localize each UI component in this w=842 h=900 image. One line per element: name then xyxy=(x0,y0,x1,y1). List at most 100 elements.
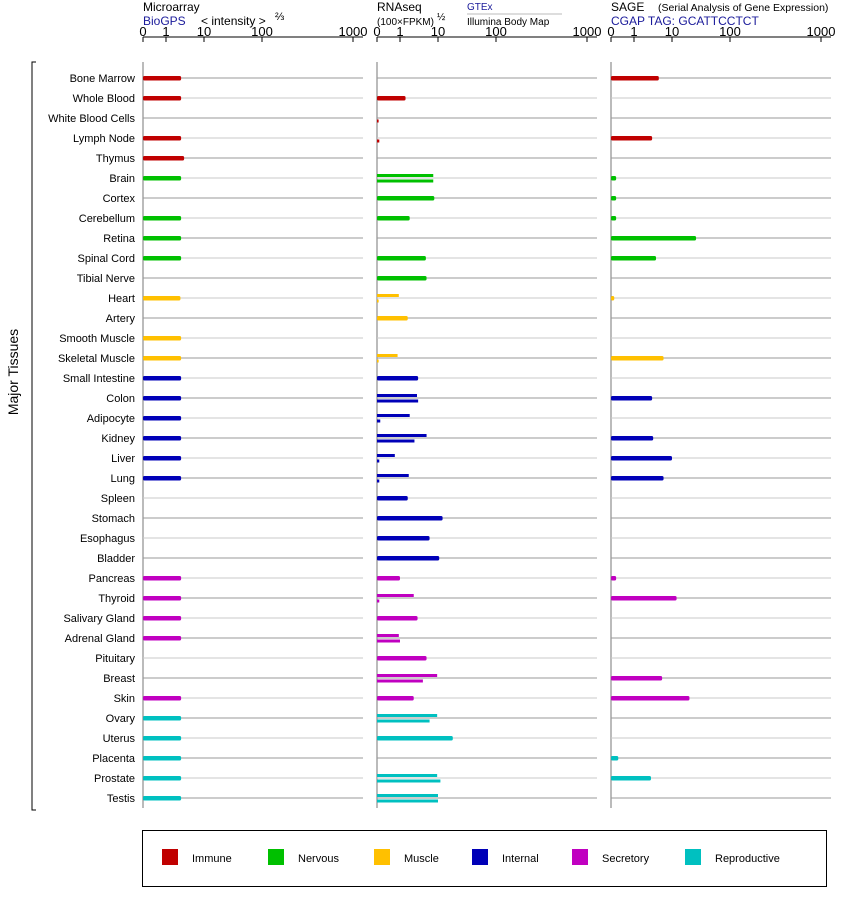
bar xyxy=(143,76,182,81)
panel-headers: Microarray BioGPS < intensity > ⅔ RNAseq… xyxy=(143,0,828,28)
tissue-label: Adipocyte xyxy=(87,413,135,425)
bar xyxy=(143,576,182,581)
bar-illumina xyxy=(377,779,441,783)
bar xyxy=(143,296,181,301)
bar xyxy=(611,756,619,761)
tissue-label: Skeletal Muscle xyxy=(58,353,135,365)
bar xyxy=(377,736,453,741)
bar xyxy=(377,216,410,221)
bar xyxy=(377,656,427,661)
bar xyxy=(143,156,185,161)
tissue-label: Smooth Muscle xyxy=(59,333,135,345)
x-tick-label: 0 xyxy=(607,24,614,39)
bar-gtex xyxy=(377,354,398,357)
bar-gtex xyxy=(377,414,410,417)
bar-gtex xyxy=(377,794,438,797)
bar xyxy=(611,476,664,481)
bar-gtex xyxy=(377,434,427,437)
bar-gtex xyxy=(377,394,417,397)
bar-illumina xyxy=(377,719,430,723)
bar xyxy=(611,196,617,201)
tissue-label: Pancreas xyxy=(89,573,136,585)
bar-illumina xyxy=(377,119,379,123)
tissue-label: Pituitary xyxy=(95,653,135,665)
bar-gtex xyxy=(377,454,395,457)
tissue-label: Stomach xyxy=(92,513,135,525)
tissue-label: Prostate xyxy=(94,773,135,785)
tissue-rows: Bone Marrow Whole Blood White Blood Cells L… xyxy=(48,73,136,805)
rnaseq-source-gtex: GTEx xyxy=(467,2,493,13)
microarray-subtitle: BioGPS xyxy=(143,14,186,28)
sage-title: SAGE xyxy=(611,0,644,14)
tissue-label: Cortex xyxy=(103,193,136,205)
x-tick-label: 100 xyxy=(485,24,507,39)
microarray-title: Microarray xyxy=(143,0,200,14)
tissue-label: Bone Marrow xyxy=(70,73,135,85)
x-tick-label: 100 xyxy=(719,24,741,39)
tissue-label: Skin xyxy=(114,693,135,705)
x-tick-label: 1 xyxy=(162,24,169,39)
legend-label: Reproductive xyxy=(715,853,780,865)
bar-illumina xyxy=(377,299,379,303)
legend-swatch xyxy=(472,849,488,865)
bar xyxy=(143,356,182,361)
tissue-label: Thyroid xyxy=(98,593,135,605)
bar xyxy=(377,96,406,101)
legend-swatch xyxy=(572,849,588,865)
bar xyxy=(143,376,182,381)
bar-illumina xyxy=(377,479,380,483)
bar-illumina xyxy=(377,419,381,423)
bar xyxy=(377,316,408,321)
x-tick-label: 1000 xyxy=(339,24,368,39)
x-tick-label: 10 xyxy=(431,24,445,39)
bar xyxy=(611,356,664,361)
x-tick-label: 100 xyxy=(251,24,273,39)
legend-swatch xyxy=(162,849,178,865)
bar xyxy=(143,696,182,701)
bar xyxy=(611,696,690,701)
bar-illumina xyxy=(377,599,380,603)
bar-illumina xyxy=(377,179,434,183)
bar-gtex xyxy=(377,594,414,597)
bar xyxy=(377,276,427,281)
bar-illumina xyxy=(377,799,438,803)
legend-label: Internal xyxy=(502,853,539,865)
rnaseq-exponent: ½ xyxy=(437,12,446,23)
bar xyxy=(143,716,182,721)
legend-swatch xyxy=(374,849,390,865)
tissue-label: Lymph Node xyxy=(73,133,135,145)
bar xyxy=(143,456,182,461)
bar-gtex xyxy=(377,774,438,777)
bar xyxy=(143,96,182,101)
bar xyxy=(377,696,414,701)
bar-gtex xyxy=(377,174,434,177)
legend-swatch xyxy=(685,849,701,865)
tissue-label: Adrenal Gland xyxy=(65,633,135,645)
tissue-label: Brain xyxy=(109,173,135,185)
legend-label: Muscle xyxy=(404,853,439,865)
tissue-label: Spinal Cord xyxy=(78,253,135,265)
tissue-label: Spleen xyxy=(101,493,135,505)
bar-gtex xyxy=(377,634,399,637)
microarray-exponent: ⅔ xyxy=(275,11,284,23)
sage-subtitle: CGAP TAG: GCATTCCTCT xyxy=(611,14,759,28)
bar-illumina xyxy=(377,359,379,363)
tissue-label: Breast xyxy=(103,673,135,685)
tissue-label: Testis xyxy=(107,793,136,805)
x-tick-label: 1 xyxy=(630,24,637,39)
x-tick-label: 1000 xyxy=(807,24,836,39)
bar xyxy=(377,196,435,201)
bar xyxy=(611,136,653,141)
bar xyxy=(143,396,182,401)
bar xyxy=(377,376,419,381)
tissue-label: Bladder xyxy=(97,553,135,565)
bar xyxy=(611,76,659,81)
tissue-label: Heart xyxy=(108,293,135,305)
tissue-label: Uterus xyxy=(103,733,136,745)
bar xyxy=(611,216,617,221)
bar xyxy=(143,776,182,781)
tissue-label: Colon xyxy=(106,393,135,405)
bar-illumina xyxy=(377,139,380,143)
rnaseq-units: (100×FPKM) xyxy=(377,17,434,28)
